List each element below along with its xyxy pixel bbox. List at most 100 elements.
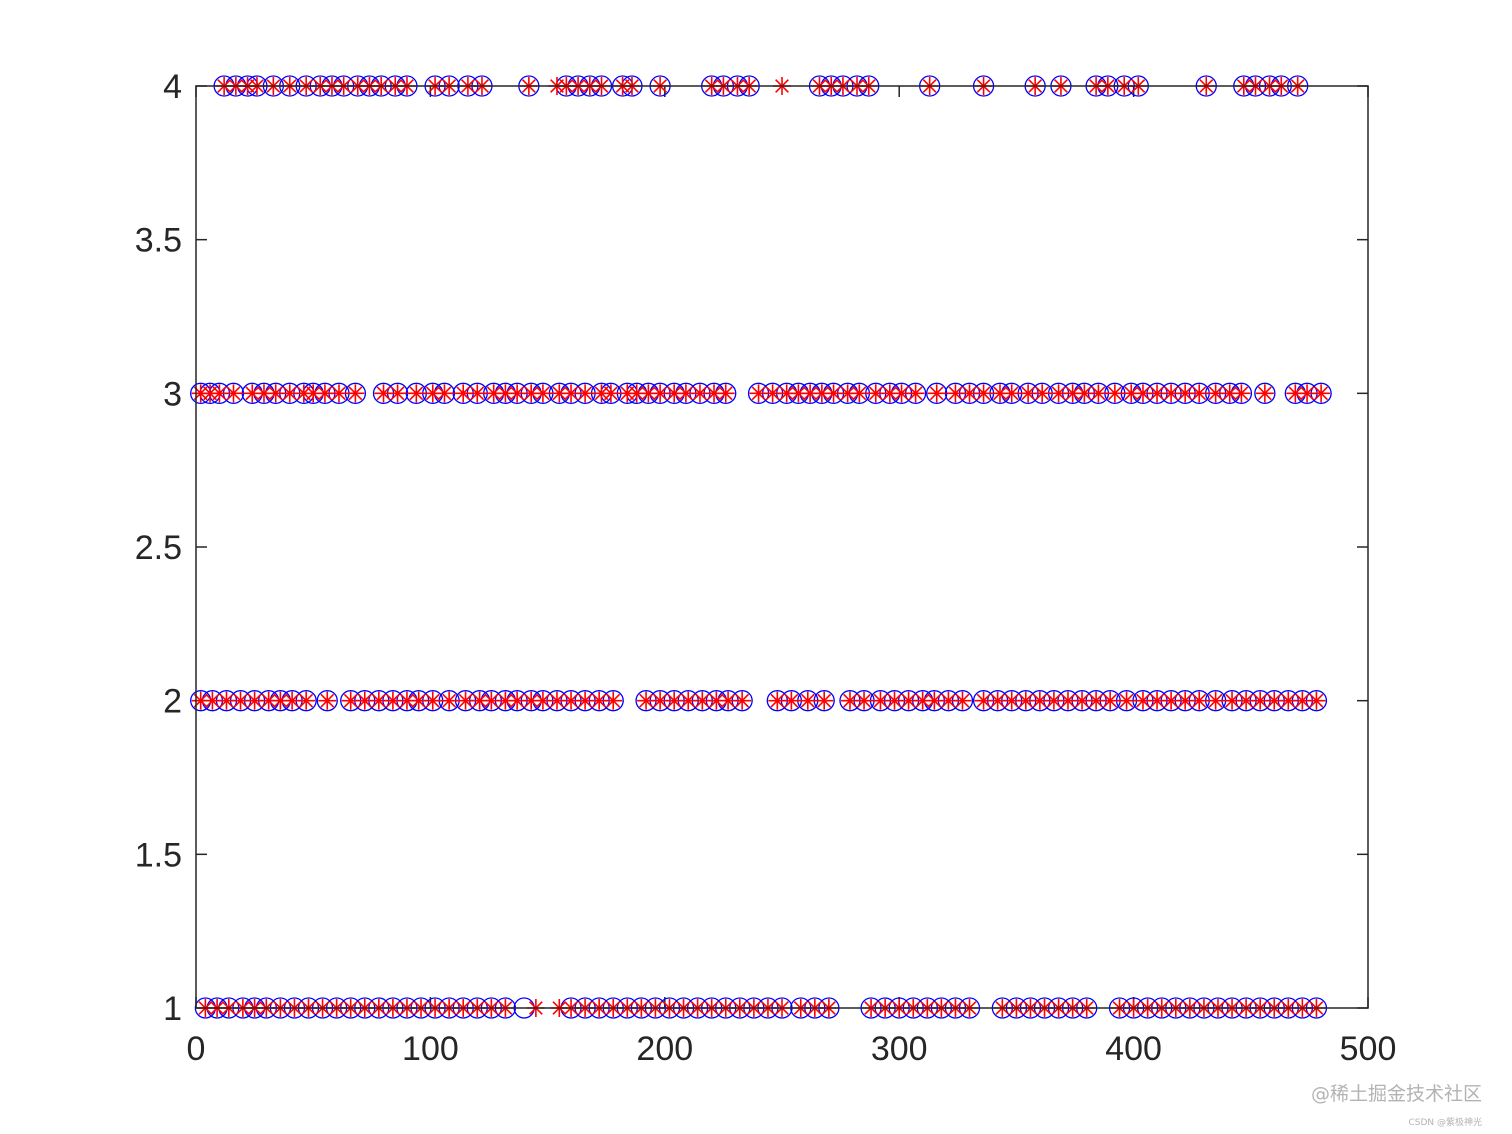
asterisk-point — [1148, 691, 1167, 710]
asterisk-point — [576, 384, 595, 403]
y-tick-label: 1 — [163, 990, 182, 1028]
asterisk-point — [1307, 691, 1326, 710]
asterisk-point — [1223, 691, 1242, 710]
circle-point — [316, 690, 338, 712]
asterisk-point — [604, 691, 623, 710]
asterisk-point — [280, 384, 299, 403]
asterisk-point — [719, 691, 738, 710]
asterisk-point — [482, 691, 501, 710]
asterisk-point — [1089, 384, 1108, 403]
asterisk-point — [468, 384, 487, 403]
asterisk-point — [231, 691, 250, 710]
asterisk-point — [885, 691, 904, 710]
asterisk-point — [1206, 691, 1225, 710]
asterisk-point — [550, 384, 569, 403]
asterisk-point — [639, 384, 658, 403]
circle-series — [190, 75, 1332, 1019]
x-tick-label: 100 — [402, 1030, 459, 1068]
asterisk-point — [974, 384, 993, 403]
asterisk-point — [927, 384, 946, 403]
asterisk-point — [798, 691, 817, 710]
asterisk-point — [496, 691, 515, 710]
asterisk-point — [210, 384, 229, 403]
asterisk-point — [665, 384, 684, 403]
axes-box — [195, 85, 1369, 1009]
asterisk-point — [1101, 691, 1120, 710]
asterisk-point — [355, 691, 374, 710]
x-tick-label: 500 — [1340, 1030, 1397, 1068]
y-tick-label: 3.5 — [135, 222, 182, 260]
asterisk-point — [533, 384, 552, 403]
asterisk-point — [1033, 384, 1052, 403]
asterisk-point — [960, 384, 979, 403]
asterisk-point — [789, 384, 808, 403]
asterisk-point — [1251, 691, 1270, 710]
asterisk-point — [562, 384, 581, 403]
asterisk-point — [1105, 384, 1124, 403]
asterisk-point — [1206, 384, 1225, 403]
asterisk-point — [899, 691, 918, 710]
asterisk-point — [423, 691, 442, 710]
asterisk-point — [562, 691, 581, 710]
asterisk-point — [329, 384, 348, 403]
asterisk-point — [906, 384, 925, 403]
asterisk-point — [716, 384, 735, 403]
asterisk-point — [651, 691, 670, 710]
x-tick-label: 200 — [636, 1030, 693, 1068]
asterisk-point — [850, 384, 869, 403]
x-tick-label: 400 — [1105, 1030, 1162, 1068]
x-tick-label: 0 — [187, 1030, 206, 1068]
asterisk-point — [925, 691, 944, 710]
asterisk-point — [454, 384, 473, 403]
asterisk-point — [508, 384, 527, 403]
watermark-subtext: CSDN @紫极神光 — [1408, 1118, 1482, 1128]
asterisk-point — [733, 691, 752, 710]
asterisk-point — [1312, 384, 1331, 403]
y-tick-label: 1.5 — [135, 836, 182, 874]
asterisk-point — [1255, 384, 1274, 403]
asterisk-series — [191, 77, 1331, 1017]
asterisk-point — [435, 384, 454, 403]
asterisk-point — [1016, 691, 1035, 710]
y-tick-label: 2 — [163, 683, 182, 721]
asterisk-point — [496, 384, 515, 403]
asterisk-point — [855, 691, 874, 710]
asterisk-point — [397, 691, 416, 710]
asterisk-point — [440, 691, 459, 710]
tick-labels: 0 100 200 300 400 500 1 1.5 2 2.5 3 3.5 4 — [135, 68, 1397, 1068]
asterisk-point — [341, 691, 360, 710]
asterisk-point — [297, 691, 316, 710]
asterisk-point — [665, 691, 684, 710]
asterisk-point — [782, 691, 801, 710]
y-tick-label: 3 — [163, 375, 182, 413]
asterisk-point — [1058, 691, 1077, 710]
asterisk-point — [880, 384, 899, 403]
asterisk-point — [409, 691, 428, 710]
asterisk-point — [707, 691, 726, 710]
asterisk-point — [217, 691, 236, 710]
asterisk-point — [824, 384, 843, 403]
asterisk-point — [374, 384, 393, 403]
asterisk-point — [243, 384, 262, 403]
asterisk-point — [990, 384, 1009, 403]
x-tick-label: 300 — [871, 1030, 928, 1068]
asterisk-point — [1190, 384, 1209, 403]
circle-point — [1254, 382, 1276, 404]
y-tick-label: 2.5 — [135, 529, 182, 567]
asterisk-point — [1087, 691, 1106, 710]
asterisk-point — [1190, 691, 1209, 710]
asterisk-point — [953, 691, 972, 710]
asterisk-point — [346, 384, 365, 403]
asterisk-point — [815, 691, 834, 710]
watermark-text: @稀土掘金技术社区 — [1310, 1083, 1482, 1105]
asterisk-point — [1002, 384, 1021, 403]
asterisk-point — [388, 384, 407, 403]
asterisk-point — [1117, 691, 1136, 710]
asterisk-point — [224, 384, 243, 403]
asterisk-point — [318, 691, 337, 710]
y-tick-label: 4 — [163, 68, 182, 106]
asterisk-point — [407, 384, 426, 403]
asterisk-point — [1232, 384, 1251, 403]
asterisk-point — [988, 691, 1007, 710]
